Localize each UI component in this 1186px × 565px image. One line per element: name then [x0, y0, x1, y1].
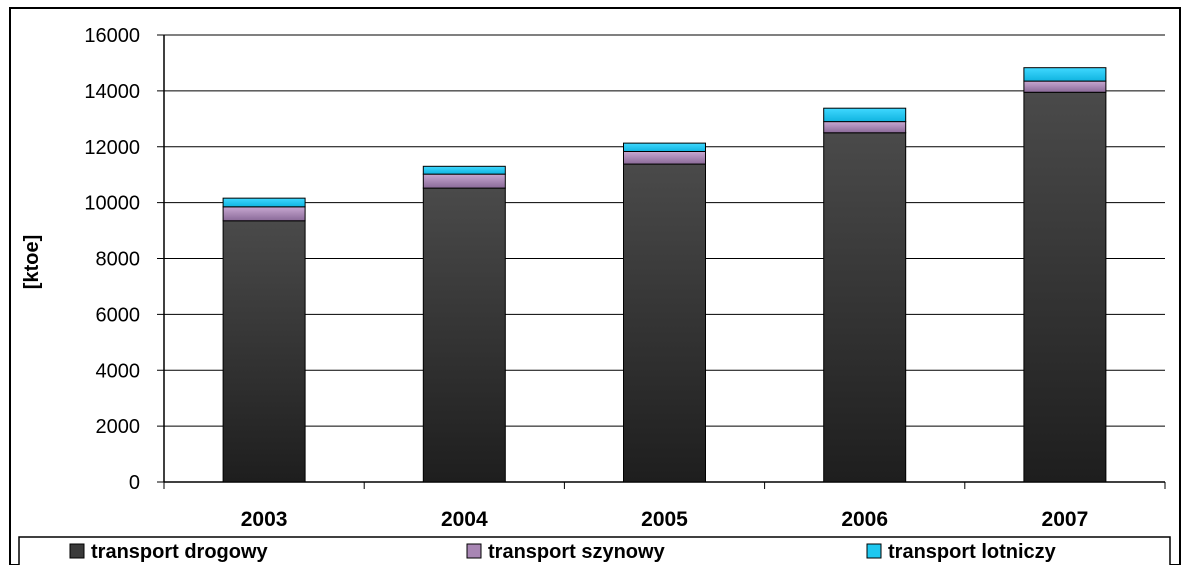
y-tick-label: 10000	[84, 193, 140, 215]
bar-segment-drogowy-2006	[823, 132, 907, 483]
legend-swatch-drogowy	[69, 543, 85, 559]
bar-segment-drogowy-2003	[222, 220, 306, 483]
y-tick-label: 14000	[84, 81, 140, 103]
y-axis-label: [ktoe]	[21, 235, 43, 289]
y-tick-label: 16000	[84, 25, 140, 47]
bar-segment-lotniczy-2006	[823, 107, 907, 123]
x-tick-labels: 2003 2004 2005 2006 2007	[241, 508, 1089, 531]
legend-item-drogowy: transport drogowy	[69, 541, 269, 563]
x-tick-label-2004: 2004	[441, 508, 488, 531]
y-tick-label: 2000	[96, 416, 141, 438]
legend-label-lotniczy: transport lotniczy	[888, 541, 1057, 563]
bar-segment-szynowy-2004	[422, 173, 506, 189]
legend-label-szynowy: transport szynowy	[488, 541, 666, 563]
bar-segment-szynowy-2005	[623, 150, 706, 165]
bar-segment-lotniczy-2003	[222, 197, 306, 208]
x-tick-label-2006: 2006	[841, 508, 888, 531]
legend-label-drogowy: transport drogowy	[91, 541, 269, 563]
bar-segment-drogowy-2007	[1023, 91, 1107, 483]
bar-segment-szynowy-2003	[222, 206, 306, 222]
x-tick-label-2003: 2003	[241, 508, 288, 531]
y-tick-label: 8000	[96, 249, 141, 271]
legend-swatch-szynowy	[466, 543, 482, 559]
bar-segment-lotniczy-2005	[623, 142, 706, 152]
legend-item-szynowy: transport szynowy	[466, 541, 666, 563]
y-tick-labels: 0 2000 4000 6000 8000 10000 12000 14000 16000	[84, 25, 140, 494]
bar-segment-drogowy-2005	[623, 163, 706, 483]
y-tick-label: 6000	[96, 304, 141, 326]
bar-segment-lotniczy-2004	[422, 165, 506, 175]
legend-swatch-lotniczy	[866, 543, 882, 559]
bar-segment-lotniczy-2007	[1023, 67, 1107, 82]
y-tick-label: 4000	[96, 360, 141, 382]
x-tick-label-2005: 2005	[641, 508, 688, 531]
bar-segment-szynowy-2007	[1023, 80, 1107, 93]
bar-segment-szynowy-2006	[823, 121, 907, 134]
y-tick-label: 12000	[84, 137, 140, 159]
chart-border	[9, 7, 1181, 565]
x-tick-label-2007: 2007	[1042, 508, 1089, 531]
bar-segment-drogowy-2004	[422, 187, 506, 483]
legend-item-lotniczy: transport lotniczy	[866, 541, 1057, 563]
bars	[222, 67, 1107, 483]
legend-border	[18, 536, 1171, 565]
y-tick-label: 0	[129, 472, 140, 494]
legend: transport drogowy transport szynowy tran…	[18, 536, 1171, 565]
